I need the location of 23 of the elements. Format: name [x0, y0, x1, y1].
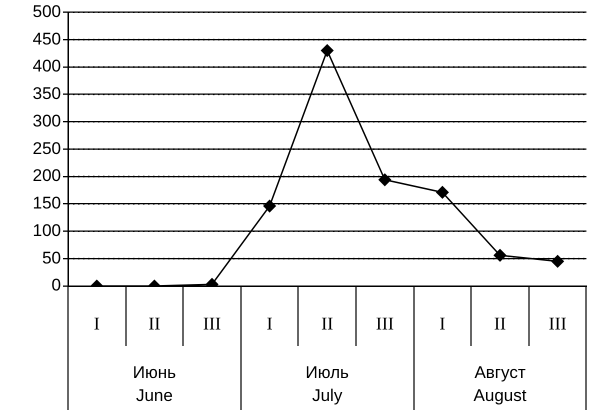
text: Июнь June — [132, 363, 176, 405]
x-tick-label: III — [203, 314, 221, 334]
x-tick-label: II — [494, 314, 506, 334]
y-tick-label: 400 — [32, 56, 61, 76]
y-tick-label: 200 — [32, 166, 61, 186]
x-tick-label: I — [439, 314, 446, 334]
y-tick-label: 350 — [32, 84, 61, 104]
y-tick-label: 50 — [42, 248, 61, 268]
x-tick-label: I — [266, 314, 273, 334]
x-tick-label: II — [321, 314, 334, 334]
y-tick-label: 500 — [32, 2, 61, 21]
x-tick-label: III — [376, 314, 394, 334]
y-tick-label: 450 — [32, 29, 61, 48]
y-tick-label: 150 — [32, 194, 61, 213]
x-tick-label: I — [94, 314, 100, 334]
text: Июль July — [306, 363, 350, 405]
y-tick-label: 250 — [32, 138, 61, 158]
y-tick-label: 100 — [32, 220, 61, 240]
x-tick-label: III — [548, 314, 567, 334]
y-tick-label: 0 — [52, 276, 61, 295]
y-tick-label: 300 — [32, 111, 61, 130]
x-tick-label: II — [148, 314, 160, 334]
text: Август August — [474, 363, 527, 405]
